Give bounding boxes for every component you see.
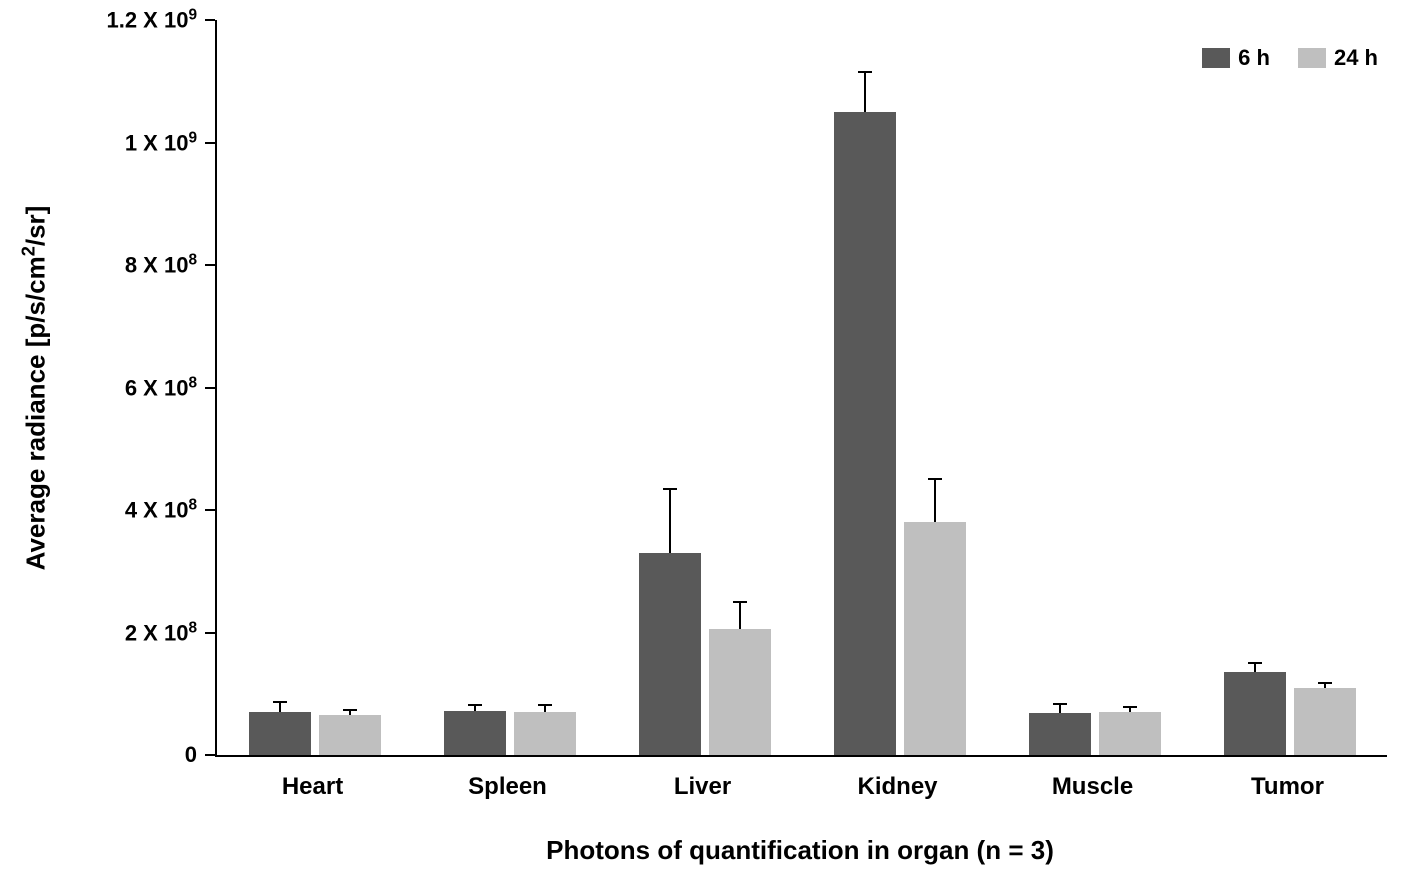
error-bar — [739, 602, 741, 630]
error-cap — [538, 704, 552, 706]
y-tick — [205, 632, 215, 634]
legend-item: 6 h — [1202, 45, 1270, 71]
bar-6h-spleen — [444, 711, 506, 755]
error-bar — [279, 702, 281, 712]
x-tick-label: Spleen — [468, 773, 547, 801]
legend-swatch — [1298, 48, 1326, 68]
error-bar — [934, 479, 936, 522]
radiance-bar-chart: 6 h 24 h 0 2 X 108 4 X 108 6 X 108 8 X 108 1 X… — [0, 0, 1418, 886]
y-tick-label: 1.2 X 109 — [106, 6, 197, 33]
legend-label: 24 h — [1334, 45, 1378, 71]
error-cap — [273, 701, 287, 703]
bar-6h-tumor — [1224, 672, 1286, 755]
y-tick-label: 6 X 108 — [125, 374, 197, 401]
legend-item: 24 h — [1298, 45, 1378, 71]
bar-24h-liver — [709, 629, 771, 755]
x-axis-title: Photons of quantification in organ (n = … — [546, 835, 1054, 866]
x-tick-label: Liver — [674, 773, 731, 801]
bar-24h-spleen — [514, 712, 576, 755]
y-tick-label: 1 X 109 — [125, 129, 197, 156]
y-tick — [205, 754, 215, 756]
y-tick — [205, 142, 215, 144]
y-tick-label: 2 X 108 — [125, 619, 197, 646]
error-cap — [1053, 703, 1067, 705]
plot-area — [215, 20, 1387, 757]
legend-label: 6 h — [1238, 45, 1270, 71]
bar-6h-liver — [639, 553, 701, 755]
bar-24h-heart — [319, 715, 381, 755]
error-bar — [1059, 704, 1061, 714]
y-tick-label: 8 X 108 — [125, 251, 197, 278]
error-bar — [1254, 663, 1256, 672]
bar-6h-kidney — [834, 112, 896, 755]
error-bar — [669, 489, 671, 553]
x-tick-label: Kidney — [857, 773, 937, 801]
error-cap — [928, 478, 942, 480]
x-tick-label: Heart — [282, 773, 343, 801]
error-cap — [733, 601, 747, 603]
error-cap — [343, 709, 357, 711]
y-axis-title: Average radiance [p/s/cm2/sr] — [19, 205, 52, 570]
y-tick — [205, 19, 215, 21]
chart-legend: 6 h 24 h — [1202, 45, 1378, 71]
y-tick — [205, 387, 215, 389]
y-tick — [205, 509, 215, 511]
error-cap — [1248, 662, 1262, 664]
error-cap — [1318, 682, 1332, 684]
bar-24h-muscle — [1099, 712, 1161, 755]
bar-24h-tumor — [1294, 688, 1356, 755]
x-tick-label: Tumor — [1251, 773, 1324, 801]
error-cap — [1123, 706, 1137, 708]
error-bar — [864, 72, 866, 112]
y-tick-label: 0 — [185, 742, 197, 768]
error-cap — [858, 71, 872, 73]
legend-swatch — [1202, 48, 1230, 68]
x-tick-label: Muscle — [1052, 773, 1133, 801]
y-tick — [205, 264, 215, 266]
bar-6h-heart — [249, 712, 311, 755]
y-tick-label: 4 X 108 — [125, 496, 197, 523]
bar-6h-muscle — [1029, 713, 1091, 755]
error-cap — [468, 704, 482, 706]
bar-24h-kidney — [904, 522, 966, 755]
error-cap — [663, 488, 677, 490]
